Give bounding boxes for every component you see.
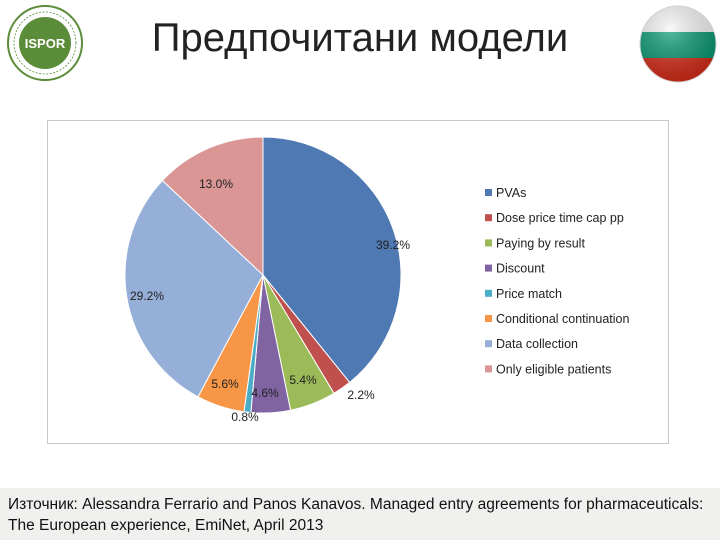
legend-swatch-only-eligible-patients	[485, 365, 492, 373]
legend-label-price-match: Price match	[496, 287, 562, 301]
legend-label-only-eligible-patients: Only eligible patients	[496, 362, 611, 376]
legend-swatch-pvas	[485, 189, 492, 196]
source-bar: Източник: Alessandra Ferrario and Panos …	[0, 488, 720, 540]
data-label-dose-price-time-cap-pp: 2.2%	[347, 388, 375, 402]
data-label-pvas: 39.2%	[376, 238, 410, 252]
pie-slice-data-collection	[124, 179, 264, 398]
logo-text: ISPOR	[25, 36, 66, 51]
bulgaria-flag-icon	[639, 5, 717, 83]
slide-header: ISPOR Предпочитани модели	[0, 0, 720, 90]
pie-slice-only-eligible-patients	[161, 136, 264, 277]
data-label-conditional-continuation: 5.6%	[211, 377, 239, 391]
legend-label-data-collection: Data collection	[496, 337, 578, 351]
legend-label-conditional-continuation: Conditional continuation	[496, 312, 629, 326]
legend-label-dose-price-time-cap-pp: Dose price time cap pp	[496, 211, 624, 225]
legend-swatch-discount	[485, 264, 492, 272]
pie-chart: 39.2% 2.2% 5.4% 4.6% 0.8% 5.6% 29.2% 13.0% PVAs D…	[124, 136, 629, 424]
data-label-data-collection: 29.2%	[130, 289, 164, 303]
source-citation: Източник: Alessandra Ferrario and Panos …	[8, 496, 704, 534]
data-label-price-match: 0.8%	[231, 410, 259, 424]
legend-label-paying-by-result: Paying by result	[496, 236, 585, 250]
legend-swatch-paying-by-result	[485, 239, 492, 247]
chart-frame: 39.2% 2.2% 5.4% 4.6% 0.8% 5.6% 29.2% 13.0% PVAs D…	[47, 120, 669, 444]
data-label-paying-by-result: 5.4%	[289, 373, 317, 387]
ispor-logo: ISPOR	[7, 5, 83, 81]
legend-label-discount: Discount	[496, 262, 545, 276]
data-label-discount: 4.6%	[251, 386, 279, 400]
page-title: Предпочитани модели	[151, 16, 569, 60]
legend-swatch-conditional-continuation	[485, 315, 492, 322]
legend-label-pvas: PVAs	[496, 186, 526, 200]
data-label-only-eligible-patients: 13.0%	[199, 177, 233, 191]
pie-slice-pvas	[262, 136, 402, 384]
legend-swatch-data-collection	[485, 340, 492, 348]
legend-swatch-dose-price-time-cap-pp	[485, 214, 492, 222]
legend-swatch-price-match	[485, 289, 492, 297]
